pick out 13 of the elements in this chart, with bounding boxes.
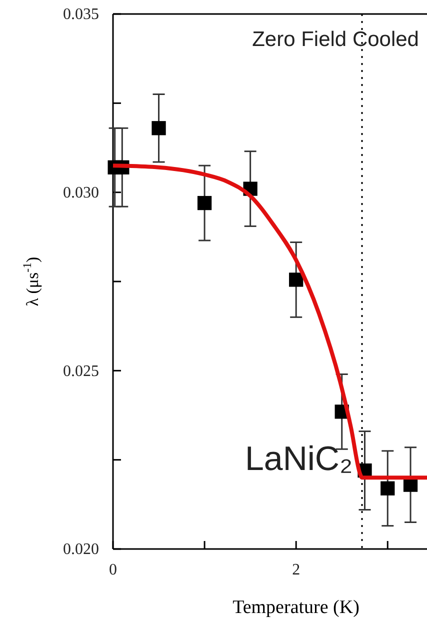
annotation: Zero Field Cooled — [252, 28, 419, 51]
y-tick-label: 0.030 — [63, 184, 99, 202]
y-tick-label: 0.035 — [63, 6, 99, 24]
annotation: LaNiC₂ — [245, 440, 353, 478]
y-tick-label: 0.025 — [63, 362, 99, 380]
x-axis-title: Temperature (K) — [232, 597, 360, 618]
x-tick-label: 2 — [292, 561, 300, 578]
point — [152, 121, 166, 136]
y-tick-label: 0.020 — [63, 541, 99, 558]
point — [197, 196, 212, 210]
point — [380, 481, 395, 496]
x-tick-label: 0 — [109, 561, 117, 578]
point — [289, 272, 304, 287]
